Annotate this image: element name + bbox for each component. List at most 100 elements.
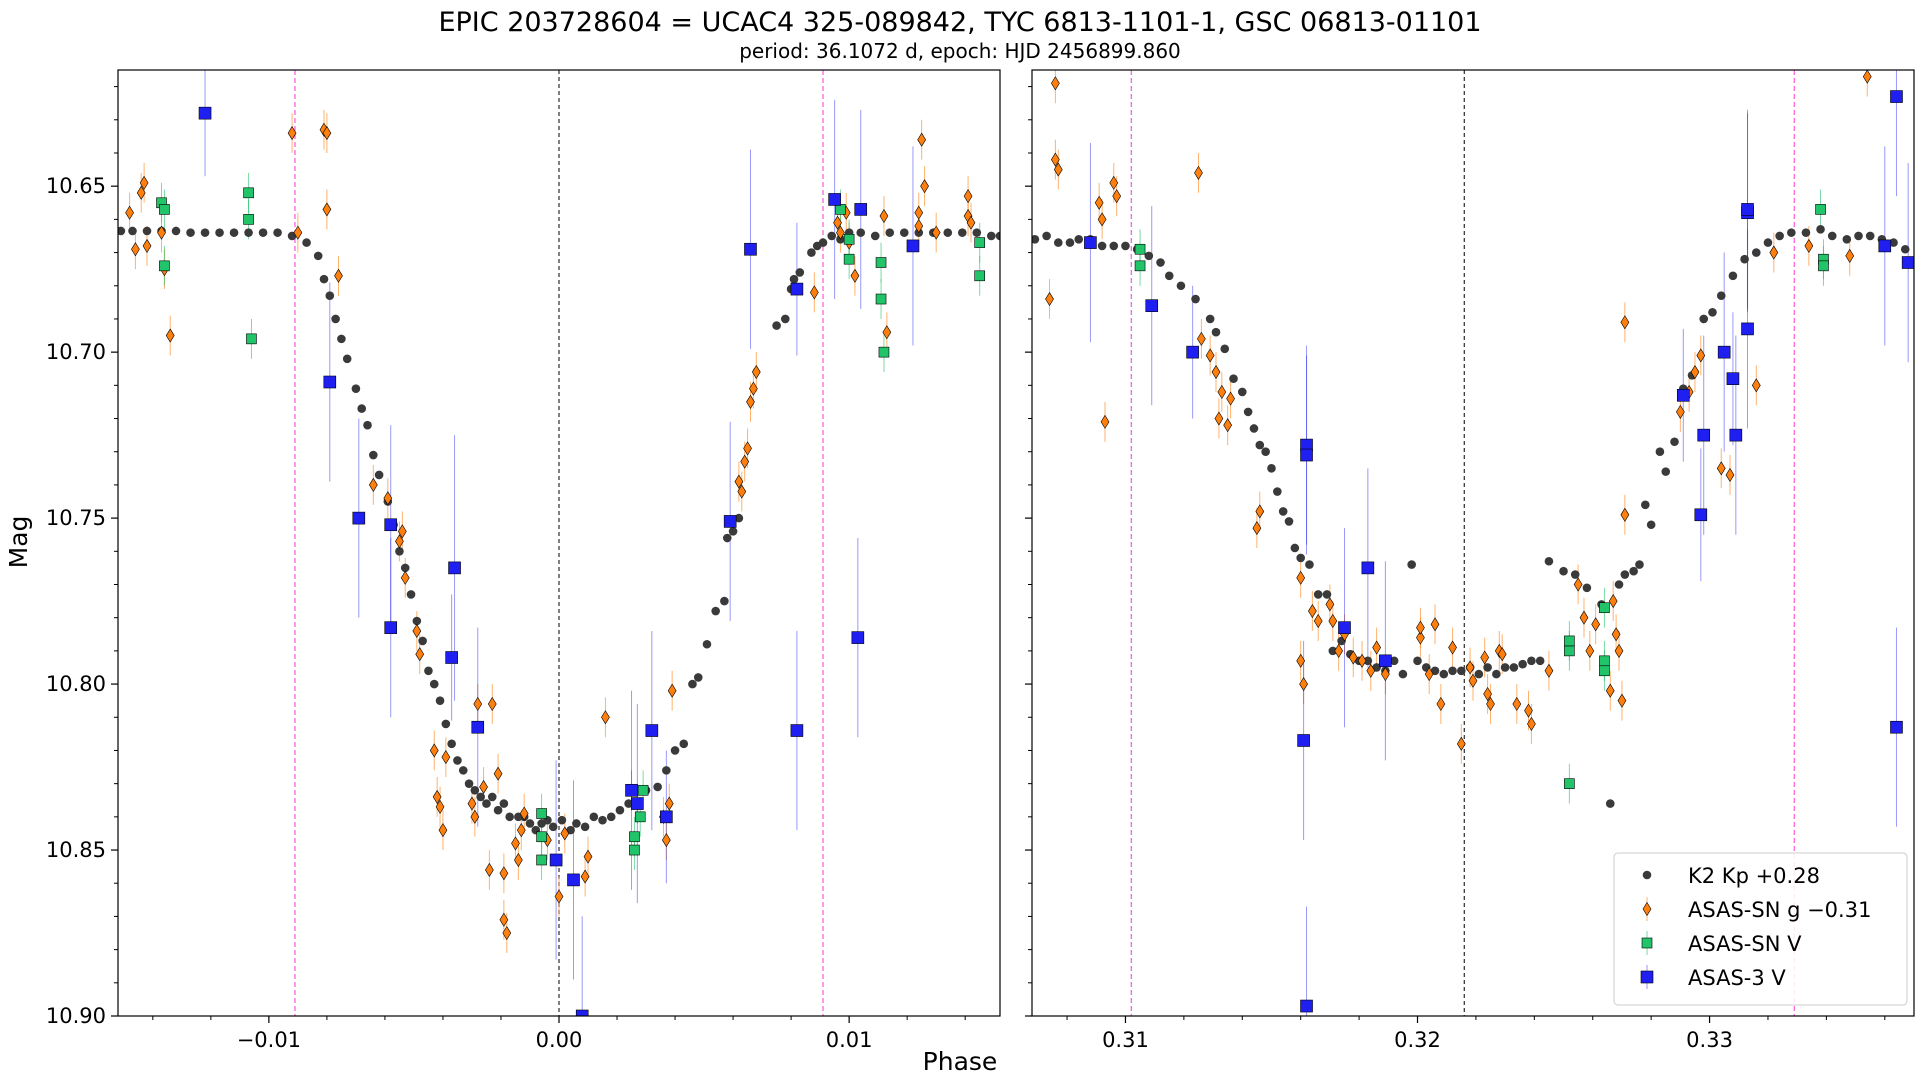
k2-point [464, 779, 474, 788]
k2-point [1842, 234, 1852, 244]
k2-point [499, 799, 509, 808]
asas3-point [828, 193, 841, 206]
asas3-point [198, 106, 212, 120]
asassn-g-point [664, 796, 674, 811]
k2-point [476, 792, 485, 802]
asassn-g-point [435, 799, 445, 814]
k2-point [1305, 560, 1314, 569]
k2-point [711, 606, 720, 616]
asassn-g-point [470, 809, 480, 824]
asassn-g-point [1194, 165, 1203, 180]
asassn-g-point [1045, 291, 1054, 307]
k2-point [598, 815, 607, 825]
asassn-g-point [473, 696, 483, 712]
legend-asassn-g-marker [1642, 901, 1652, 917]
k2-point [493, 805, 503, 815]
k2-point [1775, 231, 1784, 241]
asassn-v-point [1564, 635, 1575, 647]
k2-point [1570, 570, 1580, 579]
asas3-point [1300, 448, 1313, 462]
k2-point [1389, 656, 1399, 666]
k2-point [722, 533, 732, 543]
asassn-v-point [1818, 260, 1829, 272]
asassn-g-point [400, 570, 410, 585]
k2-point [580, 822, 590, 832]
asassn-g-point [661, 833, 671, 848]
asassn-g-point [502, 925, 512, 941]
asassn-g-point [1217, 384, 1227, 400]
k2-point [688, 679, 697, 689]
asassn-g-point [1299, 676, 1308, 692]
k2-point [1267, 464, 1276, 473]
asassn-g-point [1486, 696, 1495, 712]
k2-point [441, 719, 451, 729]
k2-point [1261, 447, 1270, 457]
k2-point [572, 819, 581, 828]
k2-point [1629, 566, 1638, 576]
asassn-g-point [322, 125, 332, 141]
chart-title: EPIC 203728604 = UCAC4 325-089842, TYC 6… [438, 7, 1481, 38]
k2-point [1407, 560, 1416, 569]
k2-point [662, 766, 671, 775]
asassn-g-point [554, 889, 564, 904]
asassn-g-point [1614, 643, 1624, 658]
asas3-point [1697, 428, 1711, 442]
k2-point [1699, 314, 1709, 324]
legend-asassn-v-marker [1641, 937, 1653, 949]
asas3-point [1741, 203, 1754, 216]
k2-point [1728, 271, 1738, 281]
k2-point [406, 590, 416, 599]
k2-point [1074, 234, 1084, 244]
asassn-g-point [136, 185, 146, 200]
asassn-g-point [499, 866, 509, 881]
k2-point [171, 226, 181, 236]
asas3-point [471, 720, 485, 734]
asassn-v-point [878, 346, 890, 358]
k2-point [1559, 566, 1568, 576]
asassn-g-point [467, 796, 477, 811]
asas3-point [645, 724, 659, 737]
k2-point [1763, 238, 1773, 247]
k2-point [653, 782, 662, 792]
k2-point [351, 384, 361, 393]
y-tick-label: 10.65 [46, 174, 106, 198]
asas3-point [1729, 428, 1743, 442]
asassn-g-point [1617, 693, 1627, 708]
asassn-g-point [1097, 212, 1107, 227]
asassn-g-point [1483, 686, 1492, 702]
asassn-g-point [1205, 348, 1215, 363]
k2-point [287, 231, 297, 241]
chart-subtitle: period: 36.1072 d, epoch: HJD 2456899.86… [739, 39, 1181, 63]
k2-point [1032, 234, 1040, 244]
asas3-point [744, 242, 757, 256]
k2-point [313, 251, 323, 261]
asassn-g-point [493, 766, 503, 781]
k2-point [1740, 254, 1749, 264]
asassn-g-point [516, 823, 526, 838]
k2-point [1109, 241, 1119, 251]
asassn-g-point [1465, 660, 1475, 675]
plot-panels: −0.01 0.00 0.01 10.65 10.70 10.75 10.80 10.85 10… [46, 69, 1915, 1052]
asas3-point [625, 783, 638, 797]
asassn-v-point [1599, 655, 1610, 667]
k2-point [1646, 520, 1656, 530]
k2-point [557, 815, 567, 825]
legend-label: K2 Kp +0.28 [1688, 864, 1820, 888]
asassn-g-point [749, 381, 758, 396]
asassn-g-point [1751, 378, 1761, 393]
k2-point [1273, 487, 1282, 496]
asassn-g-point [809, 285, 819, 300]
k2-point [1398, 669, 1408, 679]
k2-point [200, 228, 210, 237]
k2-point [128, 226, 137, 236]
k2-point [899, 228, 909, 237]
k2-point [856, 228, 866, 237]
asassn-g-point [293, 225, 303, 240]
k2-point [319, 274, 329, 284]
asassn-v-point [843, 253, 855, 265]
asassn-g-point [429, 743, 439, 758]
k2-point [337, 334, 346, 344]
asas3-point [1717, 345, 1731, 359]
asassn-v-point [159, 260, 170, 272]
